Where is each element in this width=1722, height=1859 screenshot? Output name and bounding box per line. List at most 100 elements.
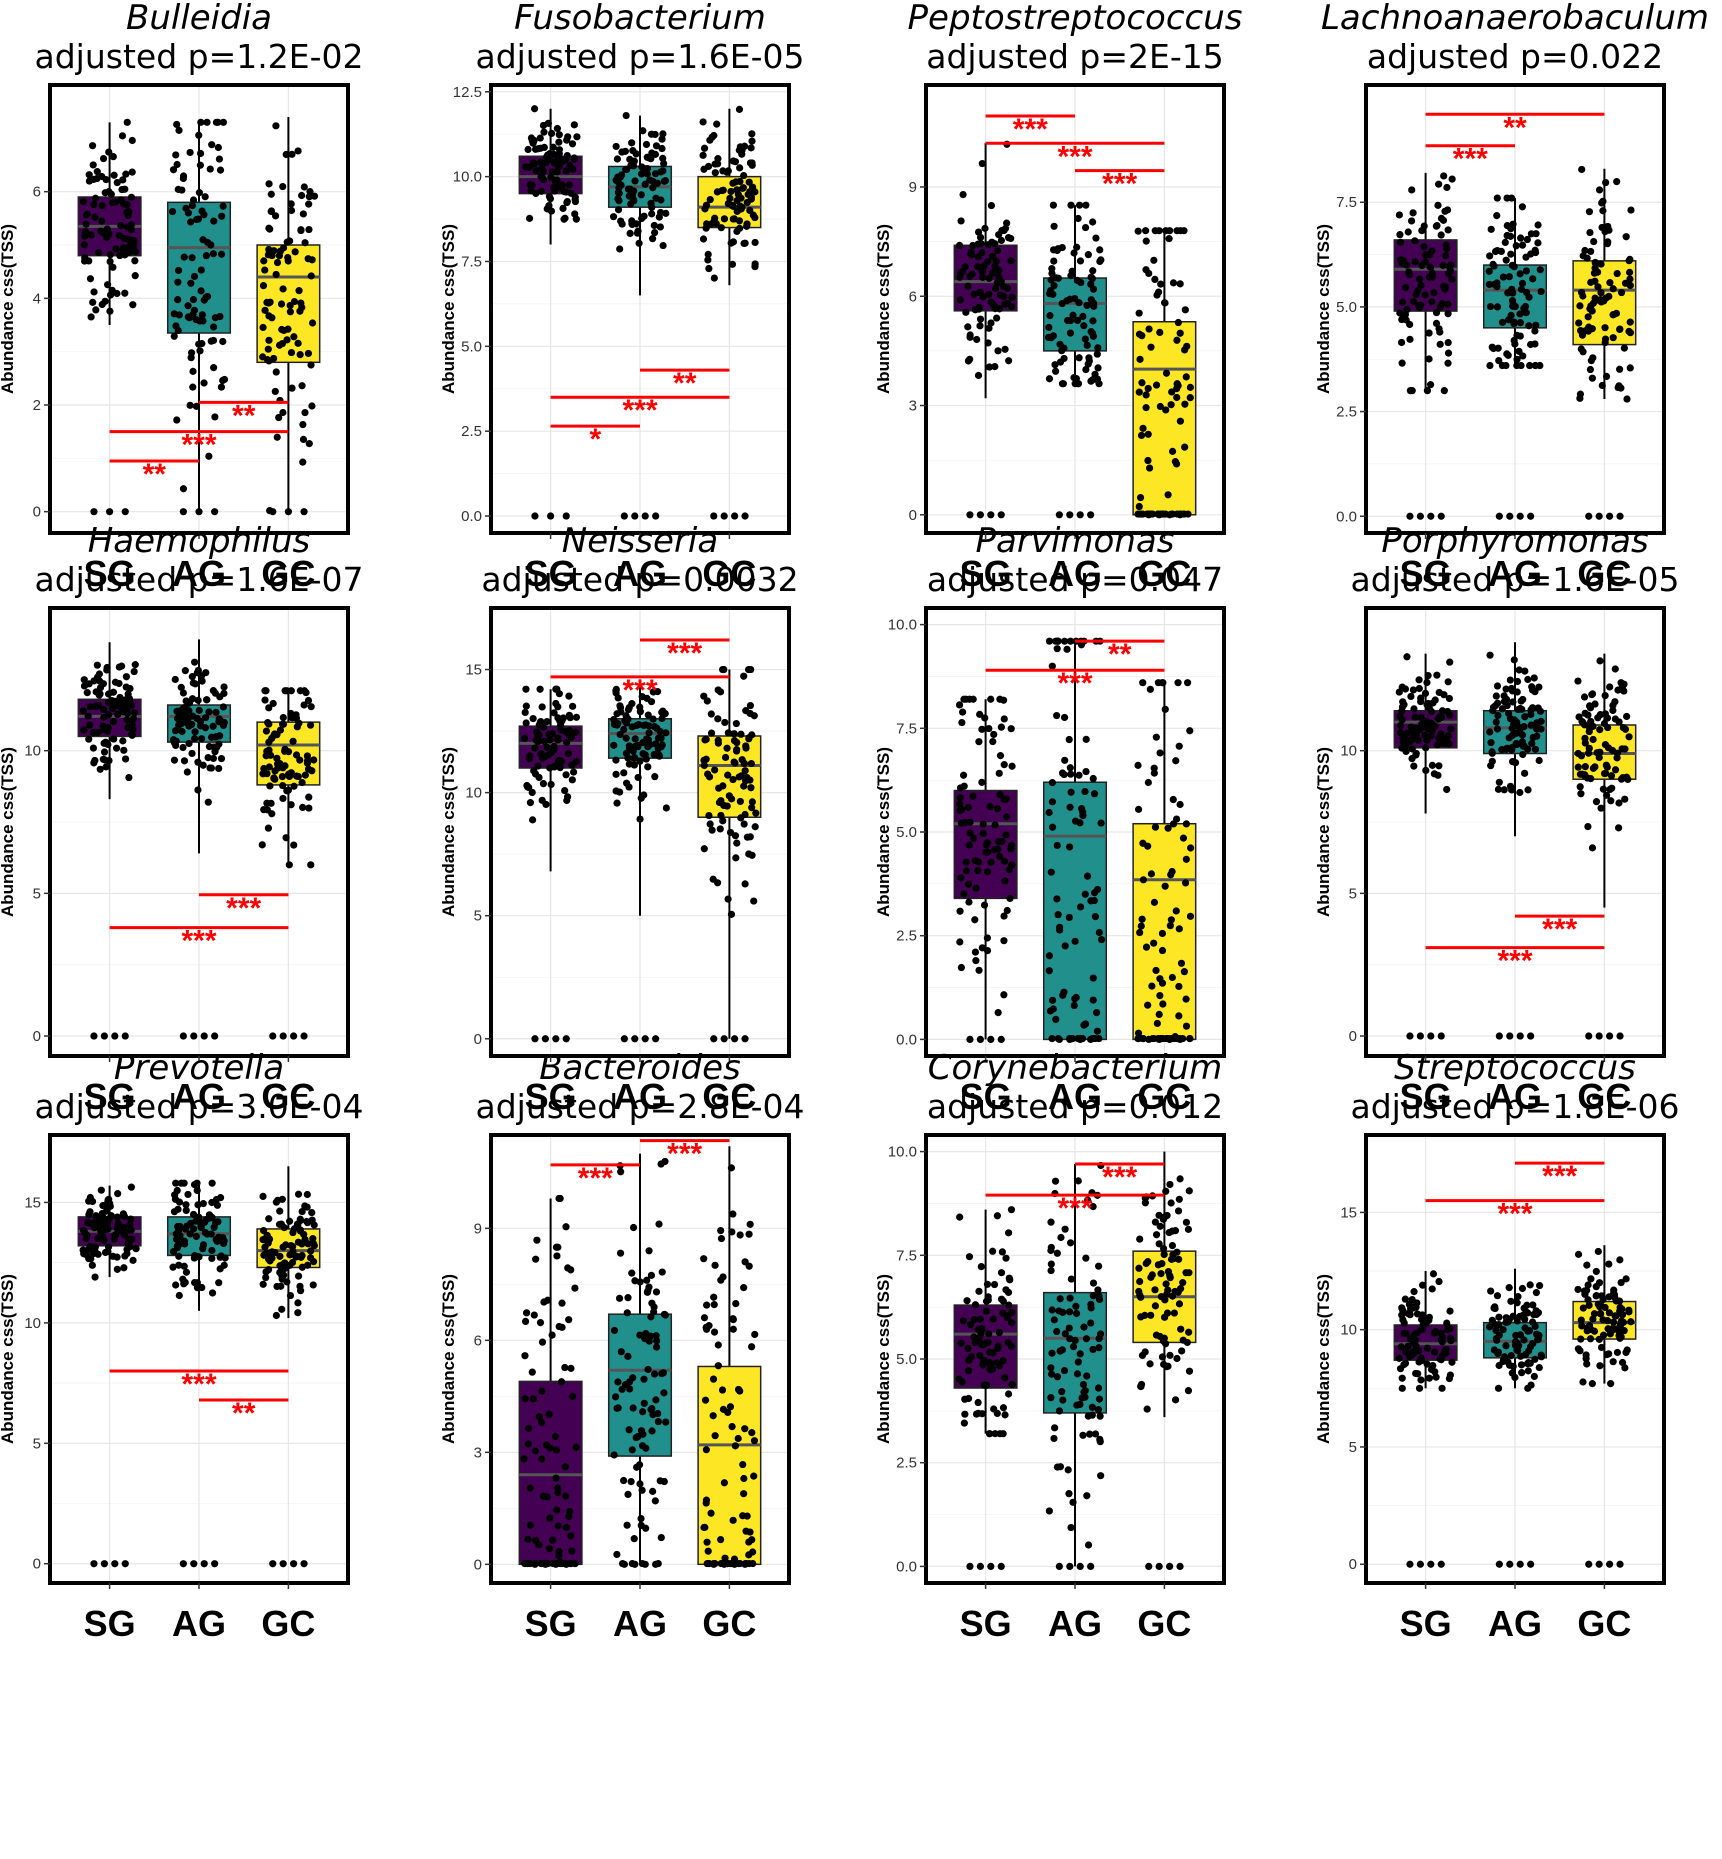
data-point	[199, 317, 207, 325]
data-point	[304, 349, 313, 358]
data-point	[260, 806, 268, 814]
data-point	[1519, 742, 1527, 750]
data-point	[282, 150, 290, 159]
data-point	[651, 1497, 659, 1505]
data-point	[110, 735, 118, 743]
data-point	[1163, 1211, 1171, 1220]
data-point	[307, 1247, 315, 1255]
data-point	[182, 718, 190, 726]
data-point	[1519, 695, 1527, 704]
data-point	[723, 744, 731, 752]
x-tick-label: GC	[1577, 1603, 1631, 1644]
data-points	[259, 1190, 318, 1568]
y-axis-label: Abundance css(TSS)	[439, 224, 458, 394]
data-point	[1441, 283, 1449, 291]
data-point	[1576, 302, 1584, 310]
data-point	[1425, 1374, 1433, 1382]
data-point	[699, 235, 708, 243]
data-point-zero	[966, 1035, 974, 1044]
data-point	[1434, 771, 1442, 779]
data-point	[995, 769, 1003, 777]
data-point	[1168, 973, 1176, 982]
data-point	[1055, 1407, 1064, 1415]
data-point	[1438, 1384, 1446, 1392]
data-point	[560, 188, 568, 196]
data-point	[1530, 1372, 1538, 1381]
data-point	[1580, 693, 1589, 701]
data-point	[1617, 1278, 1625, 1287]
data-point	[525, 1424, 533, 1433]
data-point-zero	[1506, 1560, 1514, 1568]
x-tick-label: GC	[261, 553, 315, 594]
data-point	[1074, 1177, 1082, 1185]
data-point	[1524, 786, 1532, 794]
data-point	[746, 1220, 754, 1228]
data-point	[219, 118, 227, 126]
data-point	[569, 702, 577, 710]
data-point	[636, 757, 644, 765]
data-point	[973, 263, 982, 271]
data-point-zero	[531, 1035, 539, 1043]
box-gc	[256, 1166, 321, 1568]
data-point	[638, 1486, 646, 1494]
data-point	[1076, 257, 1085, 265]
box-gc	[1132, 1151, 1197, 1571]
data-point	[273, 754, 281, 762]
data-point	[279, 1243, 287, 1251]
data-point	[553, 1252, 561, 1260]
data-point	[752, 809, 760, 817]
data-point	[1622, 1275, 1630, 1283]
data-point	[1579, 718, 1587, 726]
data-point	[1581, 1290, 1589, 1298]
data-point	[983, 1280, 992, 1288]
data-point	[1620, 687, 1628, 695]
data-point	[93, 168, 101, 176]
data-point	[710, 274, 718, 282]
data-point	[1050, 1434, 1058, 1443]
data-point	[1493, 1292, 1502, 1300]
data-point	[105, 148, 113, 156]
data-point	[170, 332, 178, 340]
data-point	[1164, 1267, 1173, 1276]
data-point	[306, 188, 314, 196]
data-point	[741, 810, 749, 819]
data-point-zero	[997, 1562, 1005, 1571]
data-point	[309, 1240, 318, 1248]
data-point	[740, 782, 748, 790]
data-point	[1064, 1466, 1072, 1474]
data-point	[1089, 1203, 1097, 1211]
data-point-zero	[531, 1560, 539, 1568]
data-point	[571, 197, 580, 206]
data-point	[647, 1271, 656, 1279]
data-point	[990, 1405, 998, 1413]
box-sg	[518, 105, 583, 520]
data-point	[979, 267, 987, 275]
data-point	[648, 1427, 656, 1435]
data-point	[626, 185, 634, 193]
data-point	[1447, 1337, 1455, 1345]
data-point	[118, 132, 127, 140]
x-tick-label: SG	[960, 553, 1012, 594]
panel-title-pvalue: adjusted p=2E-15	[926, 37, 1223, 76]
data-point	[1175, 1012, 1183, 1020]
y-tick-label: 6	[474, 1332, 482, 1349]
data-point	[87, 313, 95, 321]
data-point	[1185, 1187, 1193, 1195]
significance-annotations: ******	[550, 1138, 730, 1195]
data-point	[565, 181, 573, 189]
data-point	[969, 792, 977, 800]
box-ag	[1482, 642, 1548, 1040]
data-point	[1150, 898, 1159, 906]
data-point-zero	[100, 1560, 108, 1568]
data-point	[1173, 336, 1181, 344]
data-point	[644, 711, 652, 719]
data-point	[1396, 238, 1405, 246]
data-point	[992, 257, 1000, 265]
data-point	[1184, 1225, 1193, 1233]
data-point	[1615, 824, 1623, 832]
data-point-zero	[620, 1560, 628, 1568]
data-point	[1091, 370, 1099, 378]
data-point	[1614, 686, 1622, 694]
data-point	[1401, 283, 1410, 292]
data-point	[278, 325, 286, 334]
